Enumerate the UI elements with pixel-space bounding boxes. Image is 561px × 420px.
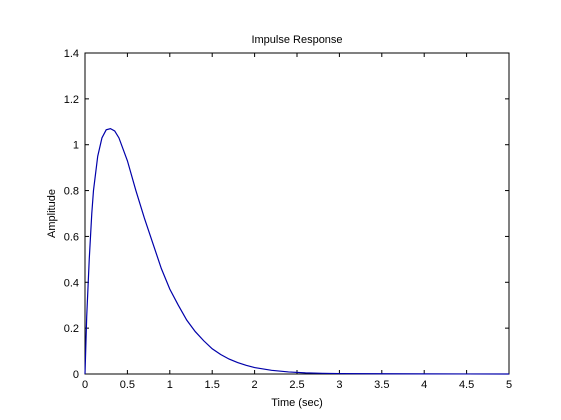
x-tick-label: 2.5: [289, 379, 304, 391]
y-axis-ticks: 0 0.2 0.4 0.6 0.8 1 1.2 1.4: [64, 48, 509, 381]
chart-title: Impulse Response: [251, 34, 342, 46]
x-tick-label: 3: [336, 379, 342, 391]
y-tick-label: 0.6: [64, 231, 79, 243]
x-tick-label: 1.5: [205, 379, 220, 391]
plot-area: [84, 52, 510, 375]
y-axis-label: Amplitude: [46, 189, 58, 238]
x-tick-label: 1: [167, 379, 173, 391]
y-tick-label: 0.2: [64, 323, 79, 335]
x-tick-label: 0.5: [120, 379, 135, 391]
x-tick-label: 3.5: [374, 379, 389, 391]
y-tick-label: 0.8: [64, 186, 79, 198]
x-tick-label: 5: [506, 379, 512, 391]
y-tick-label: 1: [73, 140, 79, 152]
x-axis-ticks: 0 0.5 1 1.5 2 2.5 3 3.5 4 4.5 5: [82, 53, 512, 391]
x-tick-label: 0: [82, 379, 88, 391]
y-tick-label: 0: [73, 369, 79, 381]
y-tick-label: 1.2: [64, 94, 79, 106]
x-tick-label: 2: [252, 379, 258, 391]
x-axis-label: Time (sec): [271, 397, 323, 409]
impulse-response-line: [84, 128, 510, 375]
y-tick-label: 1.4: [64, 48, 79, 60]
x-tick-label: 4: [421, 379, 427, 391]
y-tick-label: 0.4: [64, 277, 79, 289]
x-tick-label: 4.5: [459, 379, 474, 391]
